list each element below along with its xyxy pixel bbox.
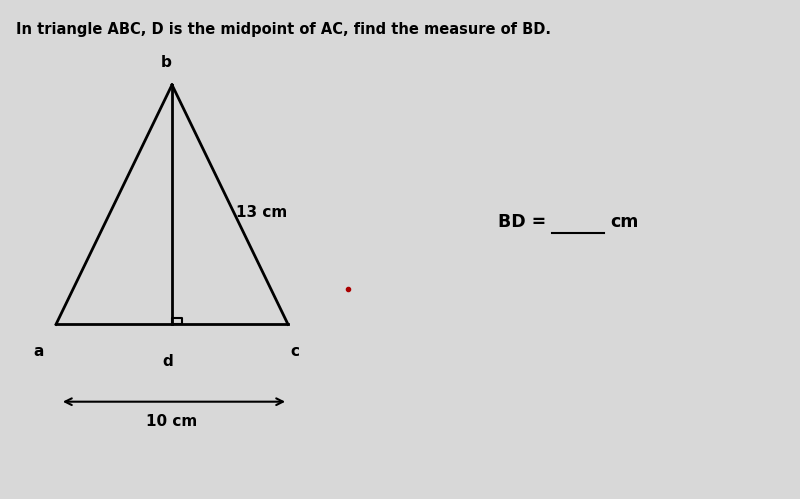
Text: b: b <box>161 55 172 70</box>
Text: 10 cm: 10 cm <box>146 414 198 429</box>
Text: a: a <box>34 344 43 359</box>
Text: 13 cm: 13 cm <box>236 205 287 220</box>
Text: cm: cm <box>610 213 638 231</box>
Text: In triangle ABC, D is the midpoint of AC, find the measure of BD.: In triangle ABC, D is the midpoint of AC… <box>16 22 551 37</box>
Text: d: d <box>162 354 174 369</box>
Text: c: c <box>290 344 299 359</box>
Text: BD =: BD = <box>498 213 552 231</box>
